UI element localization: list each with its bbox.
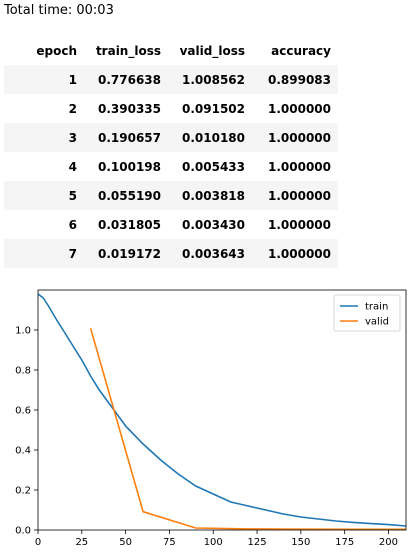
x-tick-label: 150: [291, 537, 310, 548]
column-header-accuracy: accuracy: [271, 43, 331, 58]
x-tick-label: 50: [119, 537, 132, 548]
series-line-train: [37, 293, 407, 527]
train-loss-cell: 0.390335: [97, 101, 161, 116]
valid-loss-cell: 0.003430: [181, 217, 245, 232]
train-loss-cell: 0.055190: [97, 188, 161, 203]
total-time-label: Total time: 00:03: [4, 3, 114, 18]
table-row: 2 0.390335 0.091502 1.000000: [4, 94, 338, 123]
loss-chart: 0 25 50 75 100 125 150 175 200 0.0 0.2 0.4 0.6 0.8 1.0…: [15, 289, 407, 548]
accuracy-cell: 1.000000: [267, 246, 331, 261]
x-tick-label: 75: [163, 537, 176, 548]
epoch-cell: 7: [68, 246, 77, 261]
column-header-valid-loss: valid_loss: [179, 43, 245, 58]
valid-loss-cell: 0.010180: [181, 130, 245, 145]
training-results-table: epoch train_loss valid_loss accuracy 1 0…: [4, 36, 338, 268]
table-header-row: epoch train_loss valid_loss accuracy: [4, 36, 338, 65]
y-tick-label: 0.8: [15, 366, 31, 377]
x-tick-label: 0: [35, 537, 41, 548]
y-tick-label: 0.4: [15, 446, 31, 457]
accuracy-cell: 1.000000: [267, 101, 331, 116]
epoch-cell: 1: [68, 72, 77, 87]
table-row: 6 0.031805 0.003430 1.000000: [4, 210, 338, 239]
table-row: 1 0.776638 1.008562 0.899083: [4, 65, 338, 94]
x-tick-label: 200: [379, 537, 398, 548]
column-header-train-loss: train_loss: [95, 43, 161, 58]
train-loss-cell: 0.100198: [97, 159, 161, 174]
y-tick-label: 0.0: [15, 526, 31, 537]
train-loss-cell: 0.019172: [97, 246, 161, 261]
train-loss-cell: 0.776638: [97, 72, 161, 87]
valid-loss-cell: 0.005433: [181, 159, 245, 174]
x-tick-label: 125: [248, 537, 267, 548]
legend-label-valid: valid: [365, 317, 389, 328]
series-line-valid: [89, 328, 406, 531]
y-tick-label: 0.6: [15, 406, 31, 417]
legend-box: [333, 294, 401, 332]
y-tick-label: 1.0: [15, 326, 31, 337]
accuracy-cell: 0.899083: [267, 72, 331, 87]
table-row: 5 0.055190 0.003818 1.000000: [4, 181, 338, 210]
epoch-cell: 2: [68, 101, 77, 116]
table-row: 4 0.100198 0.005433 1.000000: [4, 152, 338, 181]
accuracy-cell: 1.000000: [267, 159, 331, 174]
column-header-epoch: epoch: [36, 43, 77, 58]
x-tick-label: 25: [75, 537, 88, 548]
valid-loss-cell: 0.003643: [181, 246, 245, 261]
valid-loss-cell: 0.091502: [181, 101, 245, 116]
legend-label-train: train: [365, 302, 388, 313]
epoch-cell: 4: [68, 159, 77, 174]
valid-loss-cell: 0.003818: [181, 188, 245, 203]
epoch-cell: 6: [68, 217, 77, 232]
x-tick-label: 175: [335, 537, 354, 548]
train-loss-cell: 0.031805: [97, 217, 161, 232]
accuracy-cell: 1.000000: [267, 188, 331, 203]
valid-loss-cell: 1.008562: [181, 72, 245, 87]
y-tick-label: 0.2: [15, 486, 31, 497]
table-row: 7 0.019172 0.003643 1.000000: [4, 239, 338, 268]
epoch-cell: 3: [68, 130, 77, 145]
train-loss-cell: 0.190657: [97, 130, 161, 145]
table-row: 3 0.190657 0.010180 1.000000: [4, 123, 338, 152]
accuracy-cell: 1.000000: [267, 130, 331, 145]
accuracy-cell: 1.000000: [267, 217, 331, 232]
x-tick-label: 100: [204, 537, 223, 548]
epoch-cell: 5: [68, 188, 77, 203]
